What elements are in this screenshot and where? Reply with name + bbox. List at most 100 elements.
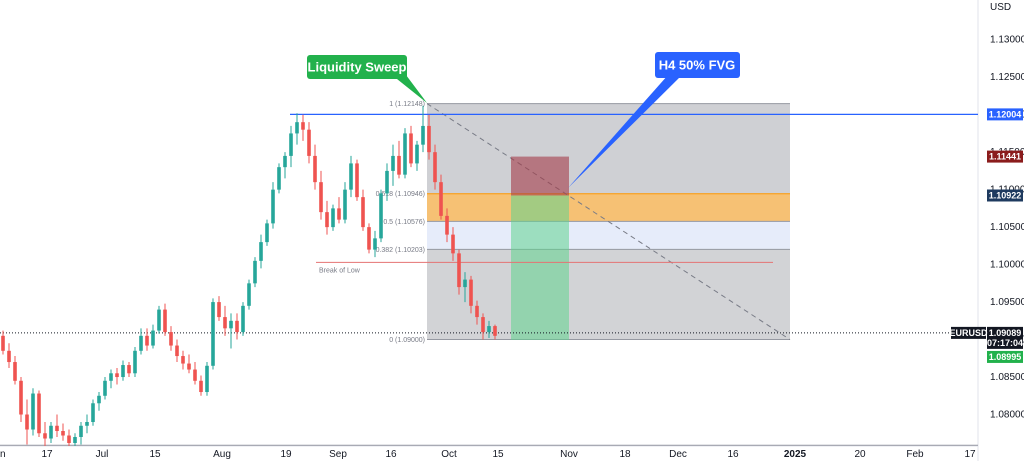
candle-body (403, 133, 407, 175)
candle-body (421, 125, 425, 145)
candle-body (367, 227, 371, 250)
fvg-pointer (568, 75, 682, 188)
liquidity-sweep-pointer (392, 75, 427, 103)
candle-body (205, 365, 209, 393)
candle-body (217, 302, 221, 318)
fib-zone-1-0618 (427, 103, 790, 194)
price-label-box (987, 326, 1023, 339)
position-stop-zone[interactable] (511, 156, 569, 196)
candle-body (145, 335, 149, 346)
candle-body (451, 234, 455, 254)
x-tick-label: 18 (619, 449, 631, 460)
candle-body (61, 431, 65, 436)
candle-body (121, 365, 125, 378)
price-label-text: 1.12004 (989, 109, 1022, 119)
candle-body (361, 197, 365, 228)
candle-body (13, 362, 17, 381)
x-tick-label: Dec (669, 449, 687, 460)
candle-body (355, 163, 359, 198)
candle-body (319, 182, 323, 213)
x-tick-label: 2025 (784, 449, 807, 460)
candle-body (7, 350, 11, 363)
price-label-box (987, 336, 1023, 349)
candle-body (343, 189, 347, 220)
candle-body (415, 144, 419, 164)
candle-body (277, 167, 281, 190)
candle-body (37, 393, 41, 434)
candle-body (409, 133, 413, 164)
x-tick-label: 17 (964, 449, 976, 460)
candle-body (433, 152, 437, 183)
fib-trend-line (426, 103, 791, 340)
candle-body (19, 380, 23, 415)
candle-body (247, 283, 251, 306)
candle-body (397, 155, 401, 175)
x-tick-label: 16 (385, 449, 397, 460)
y-tick-label: 1.08500 (990, 372, 1024, 383)
candle-body (271, 189, 275, 224)
x-tick-label: 15 (149, 449, 161, 460)
candle-body (181, 356, 185, 364)
candle-body (67, 435, 71, 444)
candle-body (349, 163, 353, 190)
candle-body (379, 193, 383, 239)
candle-body (283, 155, 287, 168)
candle-body (151, 330, 155, 346)
x-tick-label: n (0, 449, 6, 460)
candle-body (385, 170, 389, 194)
y-tick-label: 1.10000 (990, 260, 1024, 271)
candle-body (301, 122, 305, 130)
candle-body (391, 155, 395, 171)
candle-body (199, 380, 203, 393)
candle-body (373, 238, 377, 250)
candle-body (79, 425, 83, 438)
candle-body (331, 208, 335, 228)
candle-body (193, 369, 197, 381)
x-tick-label: Nov (560, 449, 578, 460)
candle-body (85, 422, 89, 426)
candle-body (211, 302, 215, 366)
candle-body (229, 320, 233, 329)
price-label-box (987, 350, 1023, 363)
price-label-box (987, 108, 1023, 121)
fvg-callout[interactable] (655, 52, 740, 78)
candle-body (439, 182, 443, 216)
candle-body (139, 335, 143, 351)
y-tick-label: 1.10500 (990, 222, 1024, 233)
candle-body (337, 208, 341, 220)
fib-level-label: 0.5 (1.10576) (383, 219, 425, 226)
candle-body (235, 320, 239, 333)
candle-body (289, 133, 293, 156)
candle-body (463, 279, 467, 288)
y-tick-label: 1.09500 (990, 297, 1024, 308)
candle-body (175, 345, 179, 357)
price-label-box (987, 189, 1023, 202)
candle-body (307, 129, 311, 156)
y-tick-label: 1.12500 (990, 72, 1024, 83)
fib-level-label: 0.618 (1.10946) (376, 191, 425, 198)
candle-body (43, 433, 47, 439)
candle-body (313, 155, 317, 183)
x-tick-label: Jul (96, 449, 109, 460)
candle-body (427, 125, 431, 153)
candle-body (295, 122, 299, 134)
candle-body (73, 437, 77, 444)
position-target-zone[interactable] (511, 195, 569, 340)
candle-body (475, 305, 479, 318)
candle-body (187, 363, 191, 370)
x-tick-label: 16 (727, 449, 739, 460)
liquidity-sweep-callout[interactable] (307, 55, 407, 79)
candle-body (31, 393, 35, 430)
price-label-text: 1.10922 (989, 190, 1022, 200)
candle-body (481, 317, 485, 333)
fib-zone-05-0382 (427, 221, 790, 250)
x-tick-label: 20 (854, 449, 866, 460)
currency-label: USD (990, 2, 1011, 13)
candle-body (127, 365, 131, 374)
candle-body (157, 309, 161, 331)
price-label-text: 07:17:04 (987, 338, 1023, 348)
candle-body (241, 305, 245, 333)
candle-body (133, 350, 137, 374)
